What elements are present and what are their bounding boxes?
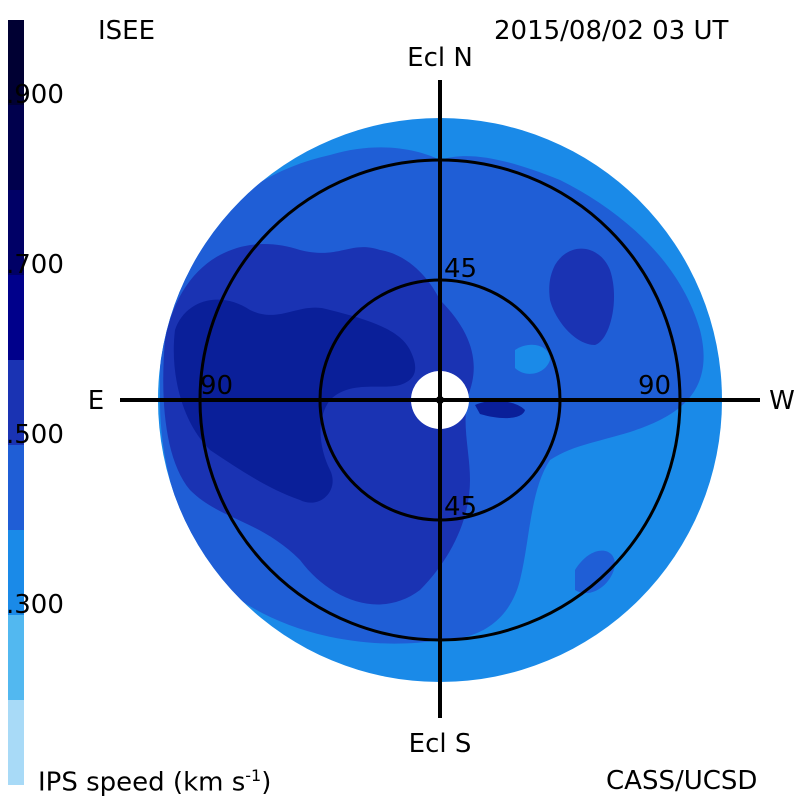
colorbar-segment [8, 360, 24, 445]
colorbar-title-text: IPS speed (km s [38, 767, 246, 798]
label-ecl-north: Ecl N [407, 43, 473, 73]
center-dot [436, 396, 444, 404]
colorbar-label-500: .500 [6, 420, 64, 450]
colorbar-title-superscript: -1 [245, 766, 262, 785]
timestamp: 2015/08/02 03 UT [494, 16, 729, 46]
label-ecl-south: Ecl S [409, 729, 472, 759]
colorbar-segment [8, 20, 24, 105]
colorbar-segment [8, 105, 24, 190]
colorbar-title: IPS speed (km s-1) [38, 768, 271, 796]
speed-region-dark-right [549, 248, 615, 345]
colorbar-segment [8, 190, 24, 275]
colorbar-label-700: .700 [6, 250, 64, 280]
speed-region-dark-lowright [575, 550, 615, 594]
ring-label-90-left: 90 [200, 371, 233, 401]
ring-label-45-bottom: 45 [444, 492, 477, 522]
colorbar-title-close: ) [261, 767, 272, 798]
ring-label-90-right: 90 [638, 371, 671, 401]
instrument-title: ISEE [98, 16, 156, 46]
speed-region-light [515, 344, 550, 374]
colorbar-segment [8, 700, 24, 785]
colorbar-segment [8, 530, 24, 615]
speed-colorbar [8, 20, 24, 785]
label-east: E [88, 386, 104, 416]
colorbar-label-900: .900 [6, 80, 64, 110]
colorbar-segment [8, 445, 24, 530]
colorbar-segment [8, 615, 24, 700]
credit-label: CASS/UCSD [606, 766, 758, 796]
colorbar-label-300: .300 [6, 590, 64, 620]
label-west: W [769, 386, 795, 416]
ring-label-45-top: 45 [444, 254, 477, 284]
speed-region-streak [475, 400, 525, 419]
colorbar-segment [8, 275, 24, 360]
